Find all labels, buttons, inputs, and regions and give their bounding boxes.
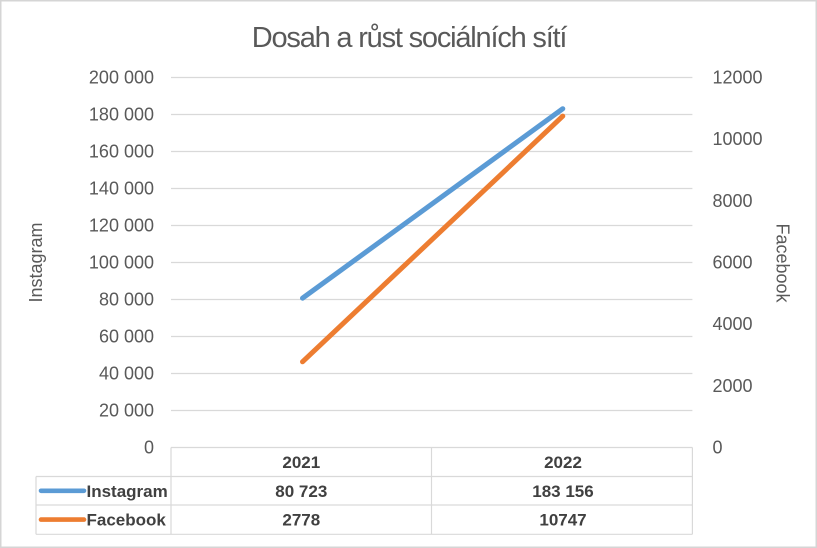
svg-text:Facebook: Facebook	[87, 511, 167, 530]
svg-text:10747: 10747	[539, 511, 586, 530]
svg-text:2022: 2022	[544, 453, 582, 472]
svg-text:80 723: 80 723	[275, 482, 327, 501]
svg-text:2778: 2778	[282, 511, 320, 530]
svg-text:2000: 2000	[713, 376, 753, 396]
svg-text:Instagram: Instagram	[26, 222, 46, 302]
svg-text:60 000: 60 000	[99, 327, 154, 347]
svg-text:2021: 2021	[282, 453, 320, 472]
svg-text:40 000: 40 000	[99, 364, 154, 384]
svg-text:Facebook: Facebook	[773, 223, 793, 303]
svg-text:183 156: 183 156	[532, 482, 593, 501]
svg-text:Instagram: Instagram	[87, 482, 168, 501]
svg-text:Dosah a růst sociálních sítí: Dosah a růst sociálních sítí	[252, 22, 568, 54]
svg-text:12000: 12000	[713, 68, 763, 88]
svg-text:20 000: 20 000	[99, 401, 154, 421]
svg-text:6000: 6000	[713, 253, 753, 273]
svg-text:180 000: 180 000	[89, 105, 154, 125]
svg-text:200 000: 200 000	[89, 68, 154, 88]
svg-text:140 000: 140 000	[89, 179, 154, 199]
svg-text:100 000: 100 000	[89, 253, 154, 273]
svg-text:0: 0	[144, 438, 154, 458]
svg-text:0: 0	[713, 438, 723, 458]
svg-text:10000: 10000	[713, 129, 763, 149]
svg-text:8000: 8000	[713, 191, 753, 211]
svg-text:80 000: 80 000	[99, 290, 154, 310]
svg-text:4000: 4000	[713, 314, 753, 334]
svg-text:120 000: 120 000	[89, 216, 154, 236]
svg-text:160 000: 160 000	[89, 142, 154, 162]
